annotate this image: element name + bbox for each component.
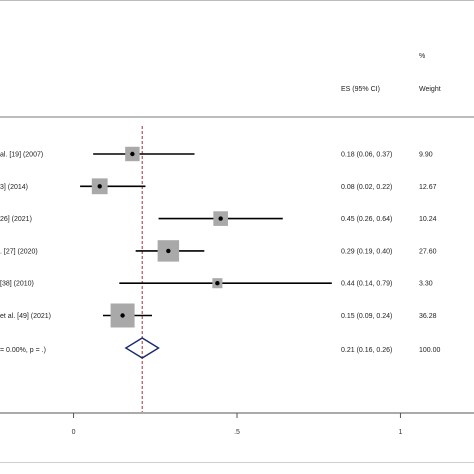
weight-label: 27.60: [419, 248, 437, 255]
es-ci-label: 0.15 (0.09, 0.24): [341, 313, 392, 320]
header-weight: Weight: [419, 86, 441, 93]
overall-es-ci: 0.21 (0.16, 0.26): [341, 347, 392, 354]
point-estimate: [166, 248, 171, 254]
x-tick-label: 1: [398, 429, 402, 436]
study-label: et al. [49] (2021): [0, 313, 51, 320]
study-row: [38] (2010) 0.44 (0.14, 0.79) 3.30: [0, 278, 433, 289]
study-row: 3] (2014) 0.08 (0.02, 0.22) 12.67: [0, 178, 437, 195]
overall-weight: 100.00: [419, 347, 441, 354]
x-tick-label: .5: [234, 429, 240, 436]
overall-diamond: [124, 337, 160, 359]
point-estimate: [215, 281, 220, 286]
study-label: [38] (2010): [0, 281, 34, 288]
study-row: et al. [49] (2021) 0.15 (0.09, 0.24) 36.28: [0, 303, 437, 328]
point-estimate: [218, 216, 223, 221]
header-percent: %: [419, 53, 425, 60]
study-label: 26] (2021): [0, 216, 32, 223]
weight-label: 3.30: [419, 281, 433, 288]
study-label: . [27] (2020): [0, 248, 38, 255]
es-ci-label: 0.29 (0.19, 0.40): [341, 248, 392, 255]
header-es-ci: ES (95% CI): [341, 86, 380, 93]
study-label: al. [19] (2007): [0, 152, 43, 159]
weight-label: 12.67: [419, 184, 437, 191]
x-tick-label: 0: [72, 429, 76, 436]
x-axis-ticks: 0.5 1: [72, 413, 402, 436]
es-ci-label: 0.45 (0.26, 0.64): [341, 216, 392, 223]
study-row: 26] (2021) 0.45 (0.26, 0.64) 10.24: [0, 211, 437, 226]
es-ci-label: 0.44 (0.14, 0.79): [341, 281, 392, 288]
study-label: 3] (2014): [0, 184, 28, 191]
point-estimate: [130, 151, 135, 157]
study-rows: al. [19] (2007) 0.18 (0.06, 0.37) 9.90 3] (…: [0, 146, 437, 328]
es-ci-label: 0.08 (0.02, 0.22): [341, 184, 392, 191]
study-row: al. [19] (2007) 0.18 (0.06, 0.37) 9.90: [0, 146, 433, 162]
point-estimate: [120, 313, 125, 318]
weight-label: 36.28: [419, 313, 437, 320]
weight-label: 9.90: [419, 152, 433, 159]
overall-label: = 0.00%, p = .): [0, 347, 46, 354]
overall-row: = 0.00%, p = .) 0.21 (0.16, 0.26) 100.00: [0, 337, 441, 359]
study-row: . [27] (2020) 0.29 (0.19, 0.40) 27.60: [0, 240, 437, 262]
point-estimate: [97, 184, 102, 189]
es-ci-label: 0.18 (0.06, 0.37): [341, 152, 392, 159]
weight-label: 10.24: [419, 216, 437, 223]
